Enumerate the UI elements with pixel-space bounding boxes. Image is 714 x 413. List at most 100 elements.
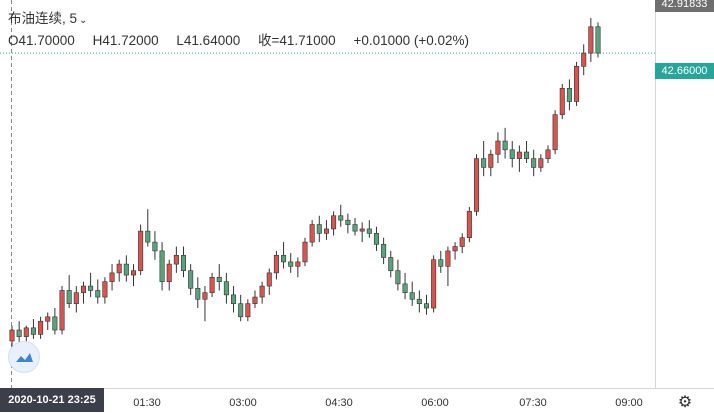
candle (531, 149, 537, 177)
candle (130, 264, 137, 287)
candle (409, 281, 415, 306)
candle (331, 211, 337, 236)
candle (302, 237, 308, 267)
candle (231, 286, 237, 313)
time-tick: 07:30 (519, 397, 547, 409)
candle-body (180, 255, 187, 271)
candle-body (338, 215, 344, 221)
candle (252, 290, 258, 309)
candle (188, 264, 194, 295)
candle-body (488, 153, 494, 168)
candle-body (80, 285, 86, 293)
candle (202, 286, 208, 322)
symbol-header[interactable]: 布油连续, 5 ⌄ (8, 11, 88, 26)
candle (495, 132, 501, 164)
candle-body (288, 261, 294, 267)
candle-body (102, 281, 108, 298)
candle (145, 209, 151, 247)
candle (288, 253, 294, 273)
candle-body (231, 294, 237, 304)
candle (259, 281, 265, 304)
candle-body (495, 140, 501, 155)
candle-body (159, 250, 165, 282)
candle-body (459, 237, 465, 247)
candle (102, 277, 108, 304)
candle-body (281, 255, 287, 263)
candle (323, 220, 329, 240)
candle-body (316, 224, 322, 234)
price-axis-top-label: 42.91833 (655, 0, 714, 12)
high-value: H41.72000 (92, 33, 159, 48)
candle (166, 259, 172, 291)
candle (345, 213, 351, 234)
candle (423, 294, 430, 315)
candle (30, 319, 36, 339)
candle-body (466, 211, 472, 239)
candle (38, 316, 44, 339)
candle-body (516, 151, 522, 159)
candle-body (302, 241, 308, 263)
time-tick: 04:30 (325, 397, 353, 409)
candle (173, 246, 179, 273)
candle (216, 264, 222, 291)
candle (502, 127, 508, 159)
candle-body (402, 283, 408, 293)
candle-body (323, 228, 329, 234)
change-value: +0.01000 (+0.02%) (353, 33, 470, 48)
candle-body (109, 272, 115, 282)
candle-body (266, 272, 272, 287)
candle (402, 272, 408, 300)
candle-body (52, 316, 58, 331)
candle (488, 149, 494, 177)
candle (373, 226, 379, 251)
candle-body (9, 329, 15, 342)
candle (388, 250, 394, 278)
candle (595, 22, 601, 58)
candle-body (30, 327, 36, 335)
chevron-down-icon[interactable]: ⌄ (79, 15, 88, 26)
candle (473, 154, 480, 216)
candle-body (66, 290, 72, 304)
candle (138, 224, 144, 276)
candle (238, 294, 244, 322)
interval-label[interactable]: 5 (69, 11, 78, 26)
candle-body (481, 158, 487, 168)
candle-body (295, 261, 301, 267)
candle-body (473, 158, 480, 212)
candle-body (538, 158, 544, 168)
candle-body (445, 250, 451, 267)
candle-body (123, 263, 129, 276)
candle-body (588, 26, 594, 54)
candle (45, 312, 51, 331)
candle (452, 242, 458, 260)
candle-body (88, 285, 94, 291)
candle-body (438, 259, 444, 267)
candle (545, 145, 551, 164)
candle-body (116, 263, 122, 274)
candle-body (273, 255, 279, 274)
candle (209, 272, 215, 298)
candle-body (59, 290, 65, 331)
candle (223, 272, 229, 304)
candle-body (245, 303, 251, 318)
candle-body (23, 327, 29, 337)
candle-body (395, 270, 401, 285)
candle-body (252, 296, 258, 304)
ohlc-legend: O41.70000 H41.72000 L41.64000 收=41.71000… (8, 29, 483, 49)
candle (245, 299, 251, 322)
candle (123, 255, 129, 282)
time-tick: 06:00 (421, 397, 449, 409)
candle (445, 246, 451, 287)
tradingview-cloud-icon[interactable] (8, 341, 40, 373)
candle (552, 110, 558, 155)
candle-body (531, 158, 537, 168)
candle (152, 231, 158, 260)
candle (466, 206, 472, 243)
candle-body (38, 320, 44, 335)
candle-body (152, 241, 158, 252)
candle (195, 277, 201, 309)
candle (16, 321, 22, 344)
gear-icon[interactable]: ⚙ (677, 394, 693, 411)
